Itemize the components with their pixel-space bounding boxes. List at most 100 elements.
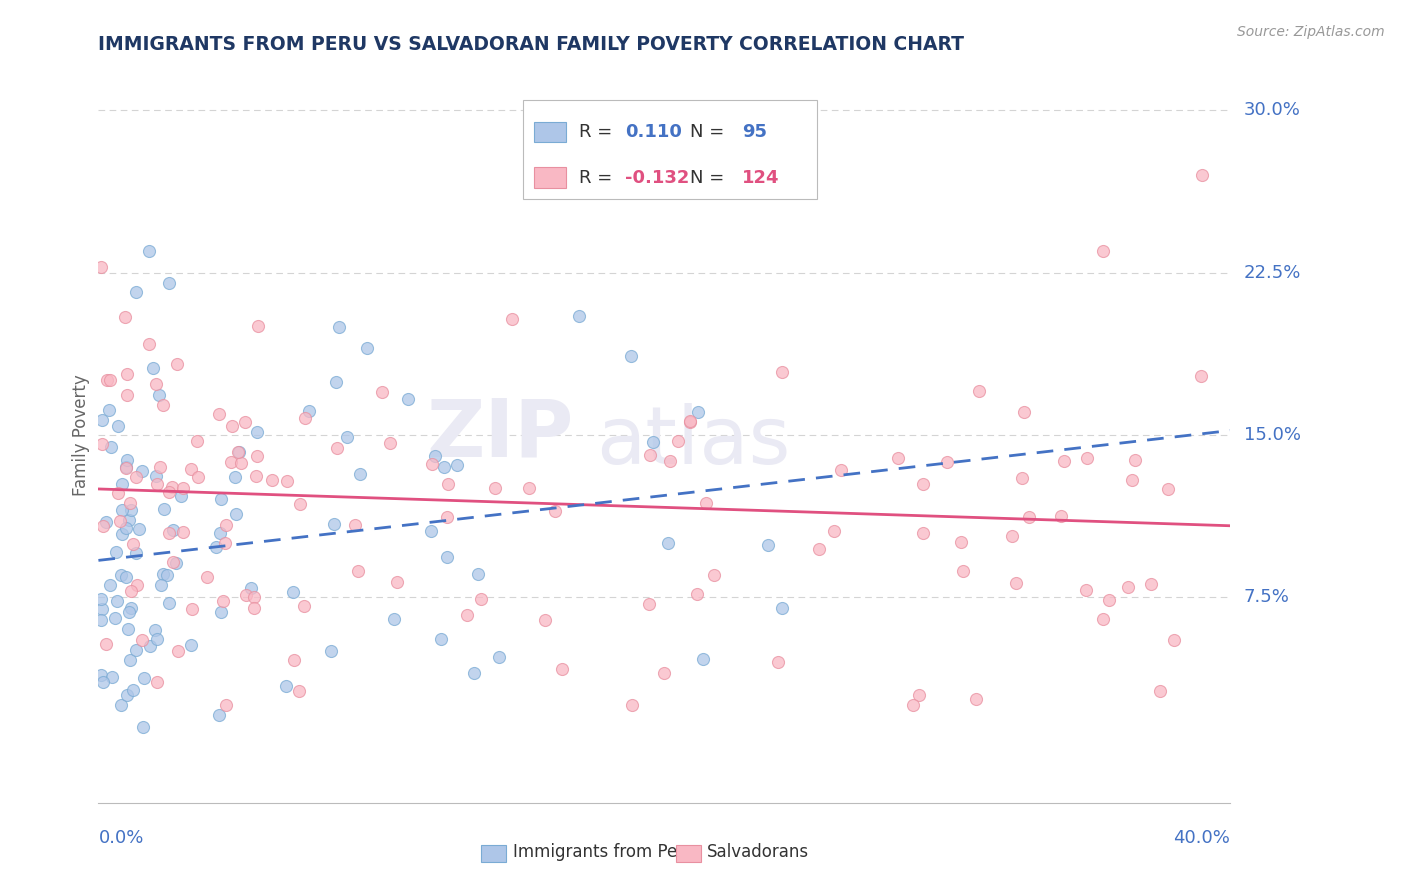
Point — [808, 541, 831, 556]
Point — [1121, 473, 1143, 487]
Point — [901, 698, 924, 713]
Point — [666, 434, 689, 449]
Point — [1191, 168, 1213, 182]
Point — [162, 524, 184, 538]
Point — [215, 698, 238, 713]
Bar — [534, 167, 565, 188]
Point — [758, 538, 780, 552]
Point — [336, 429, 359, 443]
Point — [1076, 451, 1098, 466]
Point — [679, 415, 702, 429]
Text: Source: ZipAtlas.com: Source: ZipAtlas.com — [1237, 25, 1385, 39]
Point — [969, 384, 991, 399]
Point — [1050, 509, 1073, 524]
Point — [152, 566, 174, 581]
Point — [288, 497, 311, 511]
Point — [208, 526, 231, 541]
Text: Immigrants from Peru: Immigrants from Peru — [513, 843, 695, 861]
Point — [276, 679, 298, 693]
Point — [1157, 482, 1180, 496]
Point — [111, 477, 134, 491]
Point — [90, 591, 112, 606]
Point — [420, 457, 443, 471]
Text: IMMIGRANTS FROM PERU VS SALVADORAN FAMILY POVERTY CORRELATION CHART: IMMIGRANTS FROM PERU VS SALVADORAN FAMIL… — [98, 35, 965, 54]
Point — [467, 566, 489, 581]
Point — [121, 537, 143, 551]
Point — [823, 524, 845, 539]
Point — [156, 568, 179, 582]
Point — [423, 449, 446, 463]
Point — [160, 480, 183, 494]
Point — [165, 556, 187, 570]
Point — [638, 448, 661, 462]
Point — [568, 309, 591, 323]
Point — [703, 567, 725, 582]
Point — [115, 461, 138, 475]
Text: Salvadorans: Salvadorans — [707, 843, 810, 861]
Text: 0.0%: 0.0% — [98, 829, 143, 847]
Point — [463, 666, 485, 681]
Point — [91, 413, 114, 427]
Point — [146, 476, 169, 491]
Text: -0.132: -0.132 — [624, 169, 689, 186]
Bar — [481, 846, 506, 862]
Point — [770, 601, 793, 615]
Point — [209, 605, 232, 619]
Point — [343, 518, 366, 533]
Point — [115, 453, 138, 467]
Point — [766, 655, 789, 669]
Point — [121, 503, 143, 517]
Point — [115, 521, 138, 535]
Point — [247, 319, 270, 334]
Point — [281, 584, 304, 599]
Point — [118, 653, 141, 667]
Point — [100, 440, 122, 454]
Point — [114, 569, 136, 583]
Text: R =: R = — [579, 123, 619, 141]
Point — [233, 416, 256, 430]
Point — [470, 592, 492, 607]
Point — [652, 665, 676, 680]
Point — [243, 601, 266, 615]
Point — [172, 481, 194, 495]
Point — [235, 588, 257, 602]
Point — [114, 310, 136, 325]
Point — [134, 671, 156, 685]
Point — [1005, 576, 1028, 591]
Y-axis label: Family Poverty: Family Poverty — [72, 374, 90, 496]
Point — [1018, 510, 1040, 524]
Bar — [534, 121, 565, 142]
Point — [887, 450, 910, 465]
Point — [952, 565, 974, 579]
Point — [214, 535, 236, 549]
Point — [153, 501, 176, 516]
Point — [1091, 612, 1114, 626]
Point — [108, 514, 131, 528]
Point — [1189, 369, 1212, 384]
Point — [131, 464, 153, 478]
Point — [322, 516, 344, 531]
Point — [225, 507, 247, 521]
Point — [215, 517, 238, 532]
Point — [111, 527, 134, 541]
Point — [436, 550, 458, 565]
Text: R =: R = — [579, 169, 619, 186]
Point — [1163, 633, 1185, 648]
Point — [111, 503, 134, 517]
Point — [517, 481, 540, 495]
Point — [346, 564, 368, 578]
Point — [150, 577, 173, 591]
Point — [638, 598, 661, 612]
Point — [143, 623, 166, 637]
Point — [91, 602, 114, 616]
Point — [229, 456, 252, 470]
Text: 0.110: 0.110 — [624, 123, 682, 141]
Text: N =: N = — [690, 123, 730, 141]
Point — [1116, 580, 1139, 594]
Point — [186, 434, 208, 448]
Point — [433, 459, 456, 474]
Point — [145, 377, 167, 392]
Point — [501, 312, 523, 326]
Point — [125, 470, 148, 484]
Point — [110, 698, 132, 713]
